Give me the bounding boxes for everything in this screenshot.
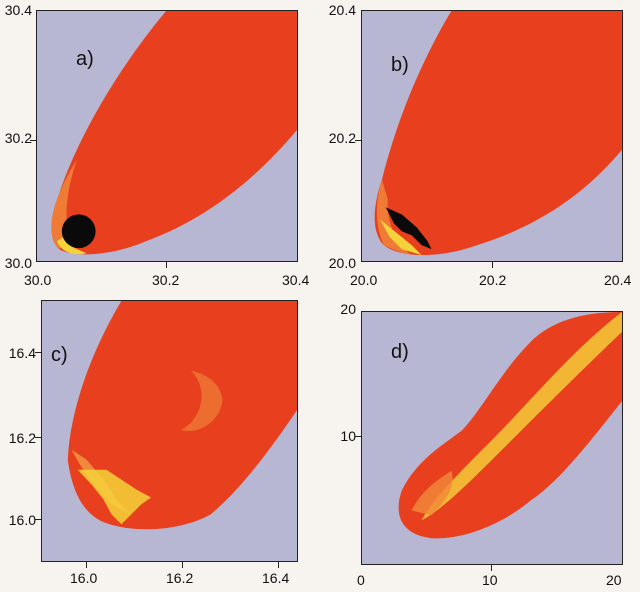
panel-d-plot	[361, 311, 623, 565]
tick-mark	[182, 562, 183, 568]
panel-a-plume	[51, 11, 297, 255]
tick-mark	[30, 140, 36, 141]
tick-label: 30.2	[4, 130, 32, 146]
tick-label: 20.0	[328, 255, 356, 271]
tick-mark	[35, 352, 41, 353]
tick-label: 10	[482, 572, 498, 588]
tick-label: 30.2	[152, 272, 180, 288]
panel-c-plume	[67, 301, 297, 530]
tick-mark	[492, 262, 493, 268]
panel-a-label: a)	[76, 48, 94, 70]
tick-label: 30.0	[4, 255, 32, 271]
tick-label: 16.2	[8, 430, 36, 446]
tick-label: 0	[357, 572, 365, 588]
panel-a: a)	[36, 10, 298, 262]
panel-c: c)	[41, 300, 298, 562]
tick-mark	[491, 565, 492, 571]
panel-b: b)	[361, 10, 623, 262]
tick-mark	[35, 437, 41, 438]
panel-b-plume	[374, 11, 622, 256]
tick-label: 20.4	[604, 272, 632, 288]
tick-mark	[35, 519, 41, 520]
tick-label: 16.4	[8, 345, 36, 361]
tick-label: 20.0	[350, 272, 378, 288]
tick-label: 16.0	[70, 570, 98, 586]
panel-b-plot	[361, 10, 623, 262]
tick-mark	[355, 140, 361, 141]
panel-b-label: b)	[391, 54, 409, 76]
tick-label: 16.4	[262, 570, 290, 586]
tick-label: 20	[340, 301, 356, 317]
tick-label: 16.0	[8, 512, 36, 528]
tick-mark	[278, 562, 279, 568]
panel-c-plot	[41, 300, 298, 562]
tick-label: 20.2	[328, 130, 356, 146]
tick-label: 20.4	[328, 2, 356, 18]
tick-mark	[166, 262, 167, 268]
tick-label: 30.4	[282, 272, 310, 288]
panel-d-label: d)	[391, 341, 409, 363]
panel-d-plume	[398, 312, 622, 539]
tick-label: 20	[606, 572, 622, 588]
tick-label: 16.2	[166, 570, 194, 586]
panel-c-label: c)	[51, 344, 68, 366]
panel-d: d)	[361, 311, 623, 565]
sphere-object	[61, 214, 96, 249]
tick-label: 30.0	[24, 272, 52, 288]
tick-mark	[355, 436, 361, 437]
tick-mark	[86, 562, 87, 568]
fragmented-object	[385, 207, 432, 250]
tick-label: 20.2	[479, 272, 507, 288]
tick-label: 10	[340, 428, 356, 444]
tick-label: 30.4	[4, 2, 32, 18]
panel-a-plot	[36, 10, 298, 262]
